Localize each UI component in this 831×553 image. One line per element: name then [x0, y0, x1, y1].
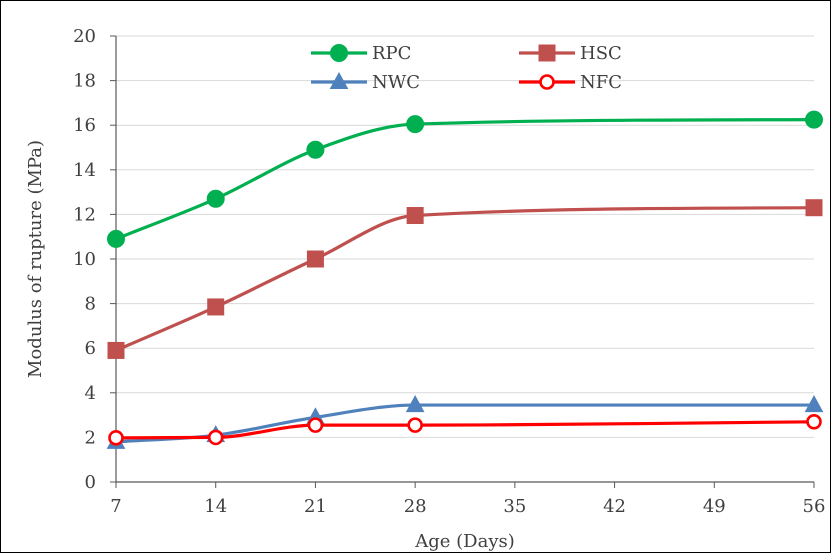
x-tick-label: 42	[603, 496, 626, 517]
legend-label-nfc: NFC	[580, 72, 622, 93]
data-point-nwc	[405, 395, 425, 413]
series-nfc	[108, 413, 822, 446]
legend-marker-nfc	[539, 74, 555, 90]
y-tick-label: 6	[85, 338, 96, 359]
data-point-hsc	[306, 250, 324, 268]
series-hsc	[107, 199, 823, 359]
data-point-rpc	[406, 115, 425, 134]
y-tick-label: 18	[73, 71, 96, 92]
legend: RPC HSC NWC NFC	[311, 43, 622, 93]
y-tick-label: 16	[73, 115, 96, 136]
series-line-nfc	[115, 420, 815, 440]
y-axis-title: Modulus of rupture (MPa)	[25, 140, 46, 378]
series-line-hsc	[115, 206, 815, 352]
y-tick-label: 8	[85, 294, 96, 315]
data-point-hsc	[207, 298, 225, 316]
data-point-hsc	[107, 341, 125, 359]
x-tick-label: 56	[803, 496, 826, 517]
legend-label-nwc: NWC	[372, 72, 420, 93]
x-tick-label: 28	[404, 496, 427, 517]
legend-label-hsc: HSC	[580, 43, 622, 64]
y-tick-label: 0	[85, 472, 96, 493]
data-point-rpc	[805, 110, 823, 129]
data-point-rpc	[306, 140, 325, 159]
axes	[110, 35, 815, 488]
y-tick-label: 20	[73, 26, 96, 47]
x-tick-label: 7	[110, 496, 121, 517]
y-tick-label: 2	[85, 427, 96, 448]
legend-marker-hsc	[538, 44, 556, 62]
data-point-nwc	[804, 395, 824, 413]
legend-item-nfc: NFC	[519, 72, 622, 93]
data-point-nfc	[108, 430, 124, 446]
y-tick-labels: 0 2 4 6 8 10 12 14 16 18 20	[73, 26, 96, 493]
data-point-nfc	[207, 429, 224, 446]
x-tick-label: 21	[304, 496, 327, 517]
legend-marker-nwc	[329, 71, 349, 89]
y-tick-label: 10	[73, 249, 96, 270]
data-point-rpc	[107, 229, 125, 248]
x-tick-label: 14	[204, 496, 227, 517]
data-point-hsc	[406, 207, 424, 225]
legend-item-nwc: NWC	[311, 71, 420, 93]
series-line-rpc	[115, 118, 815, 241]
legend-item-rpc: RPC	[311, 43, 411, 64]
data-point-nfc	[806, 413, 822, 430]
x-tick-label: 49	[703, 496, 726, 517]
y-tick-label: 4	[85, 383, 96, 404]
data-point-nfc	[307, 417, 324, 433]
legend-item-hsc: HSC	[519, 43, 622, 64]
gridlines	[116, 35, 814, 438]
x-axis-title: Age (Days)	[414, 531, 515, 552]
series-rpc	[107, 110, 823, 248]
data-point-hsc	[805, 199, 823, 217]
x-tick-label: 35	[503, 496, 526, 517]
data-point-rpc	[206, 189, 225, 208]
series-layer	[106, 110, 824, 449]
legend-marker-rpc	[330, 44, 348, 62]
y-tick-label: 14	[73, 160, 96, 181]
data-point-nfc	[407, 417, 423, 433]
legend-label-rpc: RPC	[372, 43, 411, 64]
x-tick-labels: 7 14 21 28 35 42 49 56	[110, 496, 825, 517]
y-tick-label: 12	[73, 204, 96, 225]
